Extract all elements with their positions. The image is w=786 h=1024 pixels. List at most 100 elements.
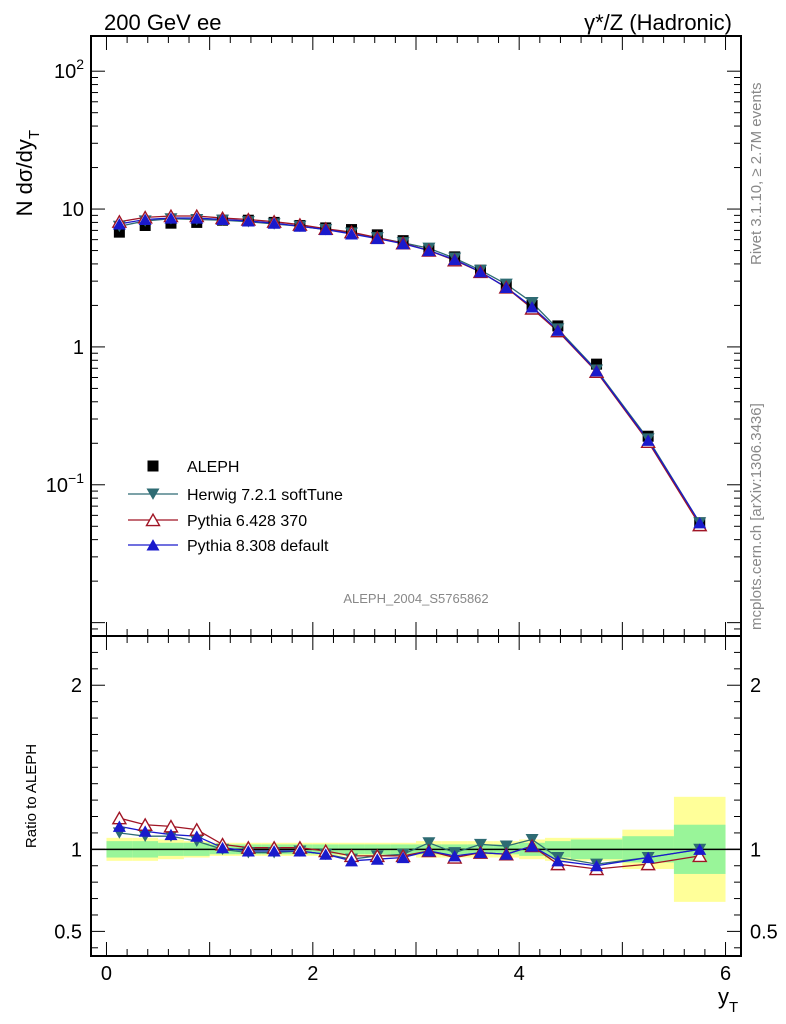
ratio-point-s2-9 xyxy=(345,854,359,867)
ratio-xtick-label-0: 0 xyxy=(101,963,112,985)
header-right: γ*/Z (Hadronic) xyxy=(584,10,732,35)
main-point-s3-4 xyxy=(216,213,230,226)
main-ytick-label-0: 102 xyxy=(54,56,84,83)
ratio-point-s2-14 xyxy=(473,846,487,859)
main-ytick-exp: 2 xyxy=(76,56,84,72)
main-ytick-base: 1 xyxy=(73,337,84,359)
ratio-point-s0-15 xyxy=(499,840,513,852)
ratio-point-s2-6 xyxy=(267,845,281,857)
main-point-s3-8 xyxy=(319,223,333,236)
ratio-point-s2-2 xyxy=(164,828,178,841)
ratio-frame xyxy=(90,635,742,957)
ratio-point-s2-4 xyxy=(216,841,230,854)
main-point-s3-20 xyxy=(693,516,707,529)
main-point-s3-19 xyxy=(641,434,655,446)
ratio-point-s2-10 xyxy=(370,853,384,865)
x-axis-label: yT xyxy=(718,984,738,1016)
main-marks xyxy=(111,208,708,532)
main-ytick-label-1: 10 xyxy=(62,199,84,221)
ratio-point-s2-16 xyxy=(525,840,539,852)
ratio-point-s2-18 xyxy=(590,859,604,872)
main-ytick-exp: −1 xyxy=(68,470,84,486)
ratio-point-s2-3 xyxy=(190,830,204,842)
ratio-point-s2-0 xyxy=(112,820,126,832)
main-point-s3-1 xyxy=(138,213,152,226)
main-line-1 xyxy=(119,215,701,526)
ratio-point-s2-17 xyxy=(551,854,565,867)
main-point-s3-7 xyxy=(293,220,307,232)
ratio-ytick-label-left-2: 0.5 xyxy=(54,921,82,943)
rivet-label: Rivet 3.1.10, ≥ 2.7M events xyxy=(748,83,765,266)
main-ytick-label-3: 10−1 xyxy=(46,470,84,497)
ratio-point-s2-19 xyxy=(641,851,655,864)
main-point-s3-15 xyxy=(499,281,513,293)
ratio-y-tick-labels: 2 2 1 1 0.5 0.5 xyxy=(54,675,778,943)
main-point-s3-9 xyxy=(345,228,359,240)
legend-label-2: Pythia 6.428 370 xyxy=(187,513,307,530)
main-point-s3-10 xyxy=(370,232,384,245)
main-y-axis-label: N dσ/dyT xyxy=(12,130,43,216)
ratio-ticks xyxy=(91,636,741,956)
main-point-s3-0 xyxy=(112,218,126,230)
ratio-xtick-label-1: 2 xyxy=(307,963,318,985)
ratio-ytick-label-left-0: 2 xyxy=(71,675,82,697)
x-axis-label-text: y xyxy=(718,984,729,1009)
analysis-id: ALEPH_2004_S5765862 xyxy=(343,591,488,606)
legend-marker-1 xyxy=(146,488,160,500)
ratio-xtick-label-3: 6 xyxy=(720,963,731,985)
ratio-ytick-label-right-2: 0.5 xyxy=(750,921,778,943)
ratio-y-axis-label: Ratio to ALEPH xyxy=(23,744,40,848)
legend-label-0: ALEPH xyxy=(187,459,239,476)
legend: ALEPH Herwig 7.2.1 softTune Pythia 6.428 3… xyxy=(128,459,343,555)
ratio-ytick-label-right-1: 1 xyxy=(750,839,761,861)
ratio-point-s2-15 xyxy=(499,848,513,860)
legend-label-1: Herwig 7.2.1 softTune xyxy=(187,487,343,504)
main-line-2 xyxy=(119,217,701,524)
main-point-s3-18 xyxy=(590,365,604,377)
main-y-axis-label-sub: T xyxy=(26,130,43,139)
main-point-s3-16 xyxy=(525,301,539,313)
main-point-s3-12 xyxy=(422,244,436,257)
legend-marker-2 xyxy=(145,512,161,527)
ratio-point-s2-12 xyxy=(422,845,436,857)
ratio-point-s0-12 xyxy=(422,837,436,849)
legend-label-3: Pythia 8.308 default xyxy=(187,538,329,555)
main-ytick-label-2: 1 xyxy=(73,337,84,359)
ratio-point-s2-1 xyxy=(138,825,152,837)
legend-marker-3 xyxy=(146,539,160,551)
ratio-panel: 2 2 1 1 0.5 0.5 0 2 4 6 Ratio to ALEPH yT xyxy=(23,635,778,1016)
header-left: 200 GeV ee xyxy=(104,10,221,35)
ratio-point-s2-20 xyxy=(693,843,707,855)
x-axis-label-sub: T xyxy=(729,999,738,1016)
ratio-ytick-label-right-0: 2 xyxy=(750,675,761,697)
main-ticks xyxy=(91,36,741,637)
main-line-0 xyxy=(119,218,701,524)
mcplots-label: mcplots.cern.ch [arXiv:1306.3436] xyxy=(748,403,765,630)
main-point-s3-6 xyxy=(267,217,281,229)
main-point-s0-0 xyxy=(113,226,125,238)
ratio-point-s2-8 xyxy=(319,848,333,860)
main-y-axis-label-text: N dσ/dy xyxy=(12,139,37,216)
ratio-point-s2-13 xyxy=(448,850,462,862)
ratio-point-s1-20 xyxy=(692,848,708,863)
ratio-xtick-label-2: 4 xyxy=(514,963,525,985)
ratio-point-s2-11 xyxy=(396,851,410,864)
main-ytick-base: 10 xyxy=(62,199,84,221)
main-point-s3-14 xyxy=(473,266,487,278)
ratio-point-s1-19 xyxy=(640,856,656,871)
legend-marker-0 xyxy=(147,460,159,472)
ratio-point-s2-5 xyxy=(241,845,255,857)
main-ytick-base: 10 xyxy=(46,475,68,497)
ratio-point-s2-7 xyxy=(293,845,307,857)
ratio-x-tick-labels: 0 2 4 6 xyxy=(101,963,731,985)
main-point-s3-17 xyxy=(551,324,565,336)
main-point-s3-13 xyxy=(448,253,462,266)
main-point-s0-18 xyxy=(591,358,603,370)
main-point-s3-11 xyxy=(396,237,410,250)
main-point-s3-3 xyxy=(190,212,204,224)
main-point-s3-2 xyxy=(164,212,178,224)
ratio-ytick-label-left-1: 1 xyxy=(71,839,82,861)
